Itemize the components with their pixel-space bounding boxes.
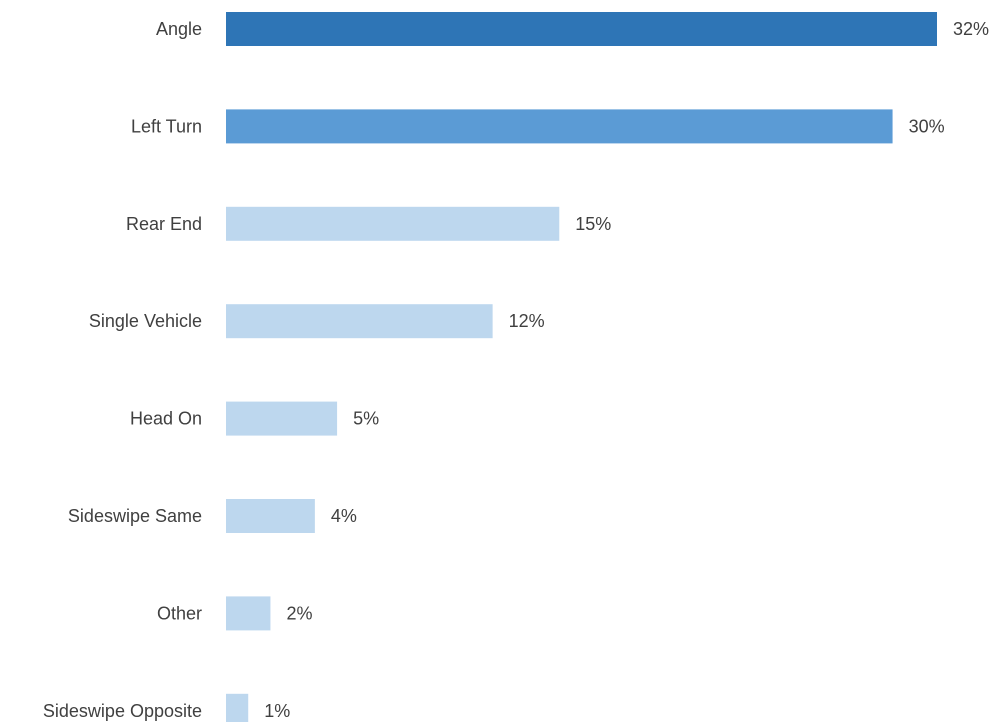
category-label-sideswipe-opposite: Sideswipe Opposite xyxy=(43,701,202,721)
value-label-rear-end: 15% xyxy=(575,214,611,234)
category-label-angle: Angle xyxy=(156,19,202,39)
value-label-sideswipe-same: 4% xyxy=(331,506,357,526)
value-label-single-vehicle: 12% xyxy=(509,311,545,331)
category-label-head-on: Head On xyxy=(130,409,202,429)
category-label-left-turn: Left Turn xyxy=(131,116,202,136)
category-label-sideswipe-same: Sideswipe Same xyxy=(68,506,202,526)
bar-head-on xyxy=(226,401,338,436)
bar-sideswipe-opposite xyxy=(226,693,249,722)
bar-sideswipe-same xyxy=(226,499,315,533)
value-label-sideswipe-opposite: 1% xyxy=(264,701,290,721)
value-label-angle: 32% xyxy=(953,19,989,39)
bar-left-turn xyxy=(226,109,893,144)
value-label-head-on: 5% xyxy=(353,409,379,429)
category-label-rear-end: Rear End xyxy=(126,214,202,234)
bar-rear-end xyxy=(226,206,560,241)
value-label-other: 2% xyxy=(286,603,312,623)
category-label-single-vehicle: Single Vehicle xyxy=(89,311,202,331)
bar-other xyxy=(226,596,271,631)
bar-single-vehicle xyxy=(226,304,493,339)
labels-group: Angle 32% Left Turn 30% Rear End 15% Single Ve… xyxy=(43,19,989,721)
category-label-other: Other xyxy=(157,603,202,623)
bar-angle xyxy=(226,12,937,46)
bars-group xyxy=(226,12,937,722)
value-label-left-turn: 30% xyxy=(909,116,945,136)
